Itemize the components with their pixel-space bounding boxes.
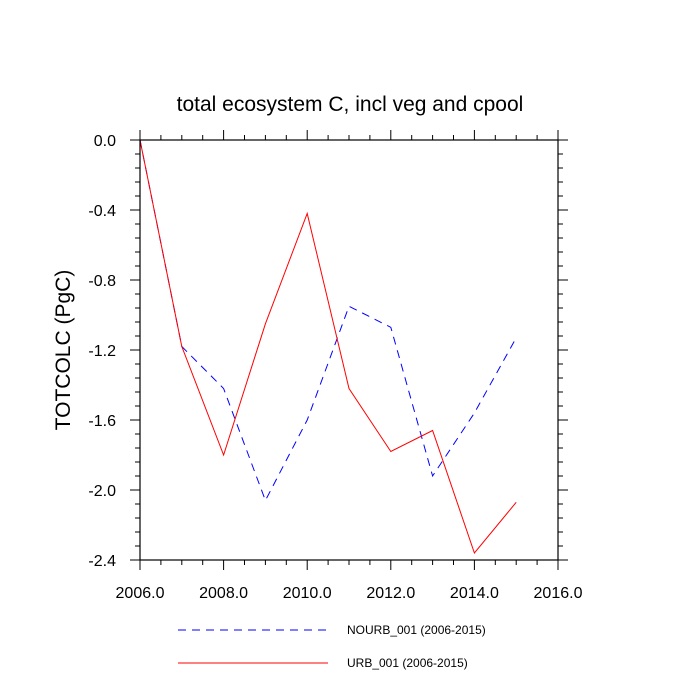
series-group — [139, 139, 517, 555]
legend-label: NOURB_001 (2006-2015) — [347, 623, 486, 637]
y-tick-label: -0.4 — [88, 203, 116, 220]
y-tick-labels: 0.0 -0.4 -0.8 -1.2 -1.6 -2.0 -2.4 — [88, 133, 116, 570]
x-tick-labels: 2006.0 2008.0 2010.0 2012.0 2014.0 2016.0 — [116, 585, 583, 602]
x-tick-label: 2010.0 — [283, 585, 332, 602]
x-tick-label: 2014.0 — [450, 585, 499, 602]
series-line-nourb-001 — [139, 139, 517, 502]
axis-ticks — [130, 130, 568, 570]
series-line-urb-001 — [139, 139, 517, 555]
y-tick-label: -2.4 — [88, 553, 116, 570]
chart-title: total ecosystem C, incl veg and cpool — [177, 93, 524, 116]
y-tick-label: -1.2 — [88, 343, 116, 360]
y-tick-label: -2.0 — [88, 483, 116, 500]
legend: NOURB_001 (2006-2015) URB_001 (2006-2015) — [178, 623, 486, 670]
plot-frame — [139, 139, 559, 561]
x-tick-label: 2006.0 — [116, 585, 165, 602]
x-tick-label: 2016.0 — [534, 585, 583, 602]
y-tick-label: -1.6 — [88, 413, 116, 430]
y-axis-label: TOTCOLC (PgC) — [52, 270, 75, 431]
x-tick-label: 2008.0 — [199, 585, 248, 602]
y-tick-label: -0.8 — [88, 273, 116, 290]
x-tick-label: 2012.0 — [366, 585, 415, 602]
legend-label: URB_001 (2006-2015) — [347, 656, 468, 670]
y-tick-label: 0.0 — [94, 133, 116, 150]
